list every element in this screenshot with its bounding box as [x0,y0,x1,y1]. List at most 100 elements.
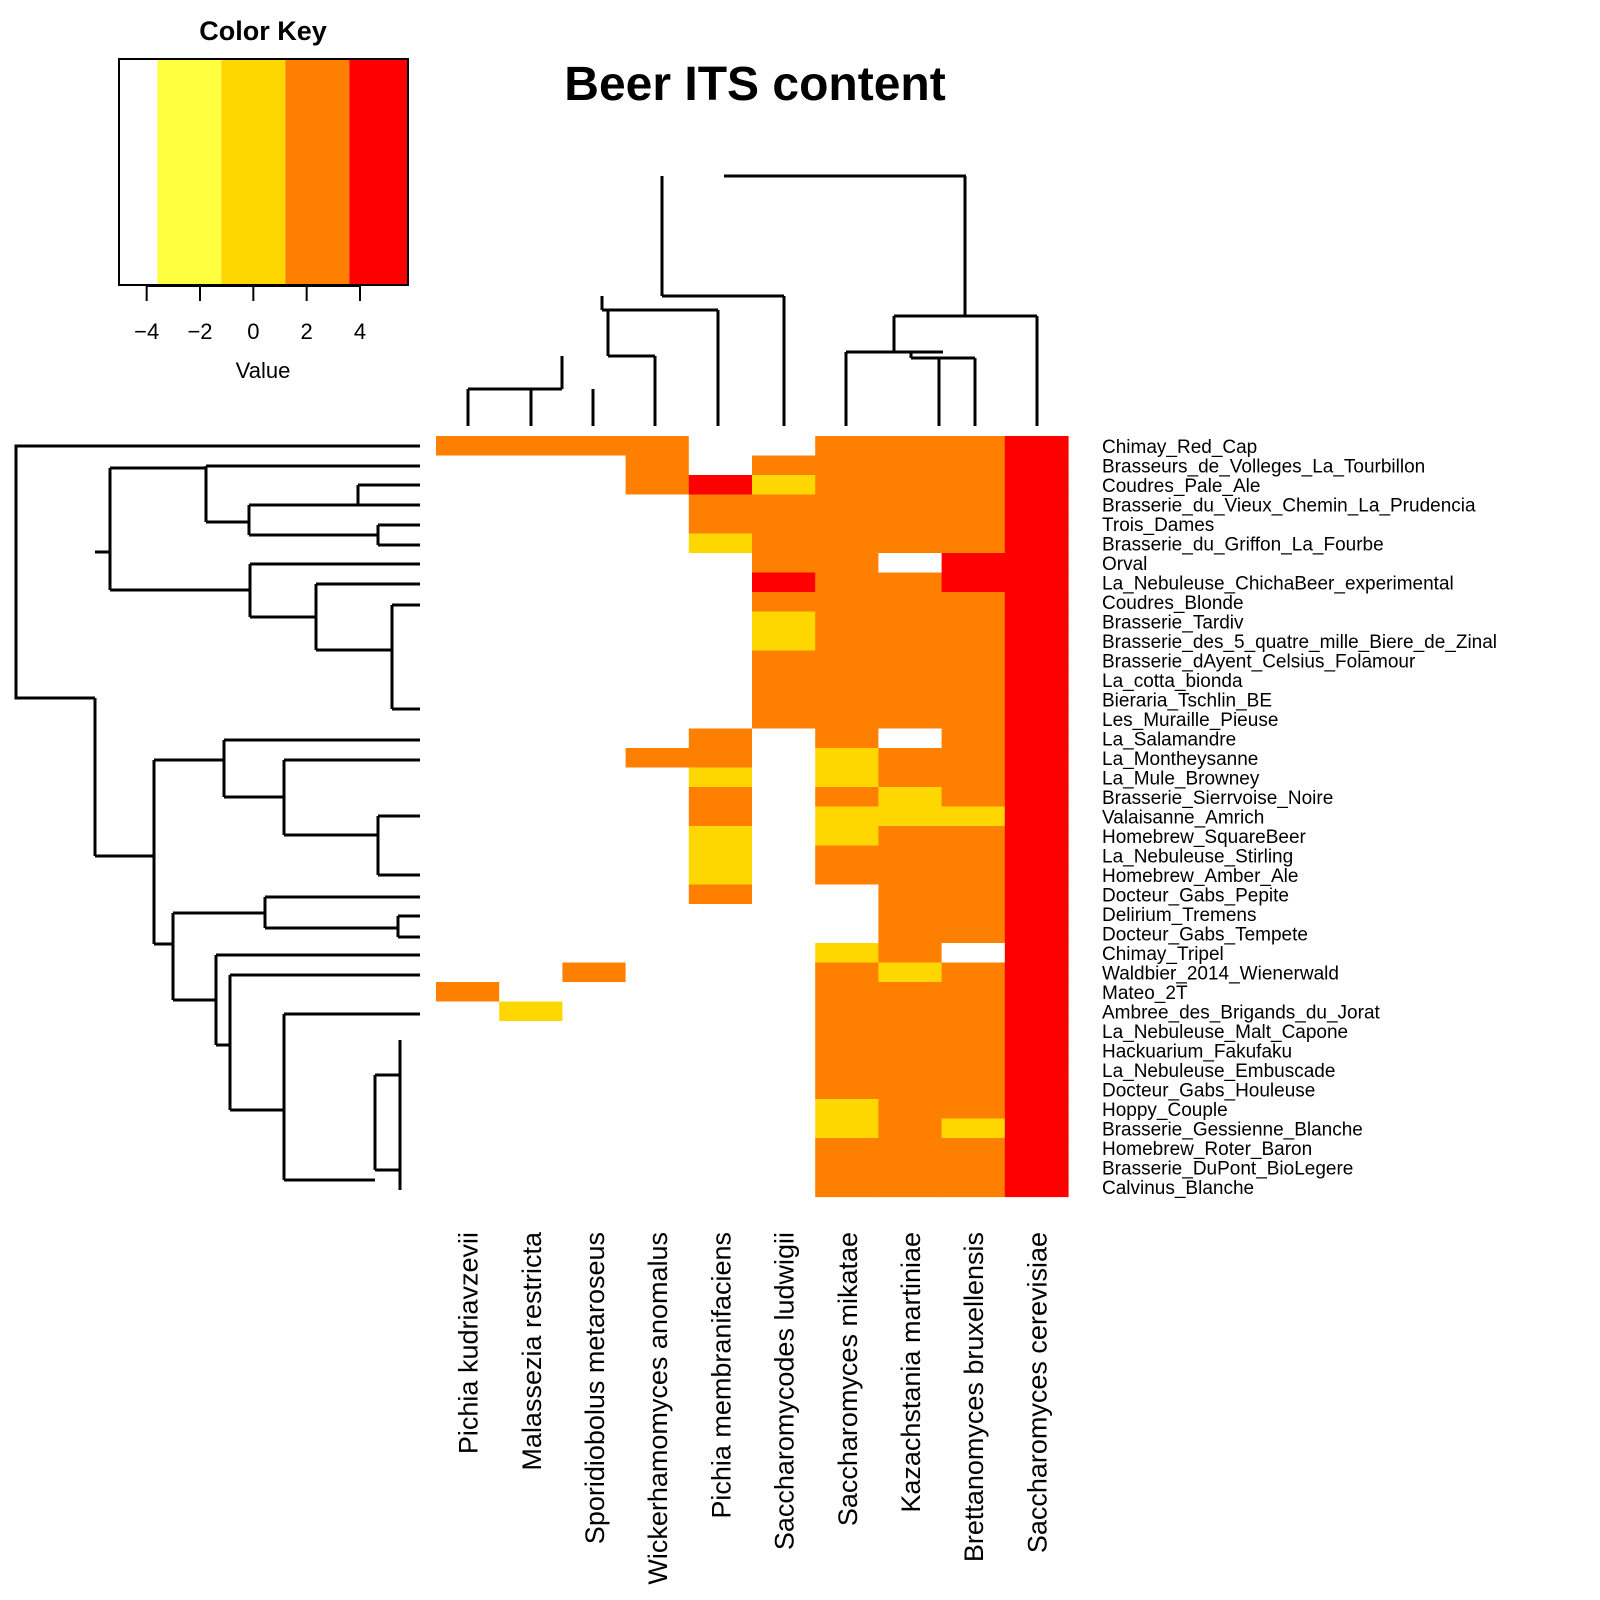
heatmap-cell [1004,455,1069,476]
heatmap-cell [436,1099,500,1120]
heatmap-cell [878,553,943,574]
heatmap-cell [878,787,943,808]
color-key-bin [285,60,350,285]
heatmap-cell [878,1138,943,1159]
heatmap-cell [941,943,1006,964]
heatmap-cell [436,1079,500,1100]
heatmap-cell [752,592,816,613]
heatmap-cells [436,436,1069,1198]
row-label: Coudres_Pale_Ale [1102,476,1260,497]
heatmap-cell [815,709,879,730]
heatmap-cell [499,514,563,535]
heatmap-cell [688,1177,753,1198]
heatmap-cell [499,923,563,944]
heatmap-cell [436,592,500,613]
heatmap-cell [499,884,563,905]
heatmap-cell [562,767,627,788]
heatmap-cell [625,631,690,652]
heatmap-cell [499,670,563,691]
row-label: Docteur_Gabs_Tempete [1102,924,1308,945]
heatmap-cell [499,826,563,847]
row-dendrogram-branches [14,444,420,1190]
heatmap-cell [1004,1060,1069,1081]
heatmap-cell [499,1118,563,1139]
row-label: Chimay_Red_Cap [1102,437,1257,458]
heatmap-cell [815,592,879,613]
row-label: Docteur_Gabs_Pepite [1102,885,1289,906]
heatmap-cell [878,1099,943,1120]
row-label: Brasserie_dAyent_Celsius_Folamour [1102,651,1416,672]
heatmap-cell [941,982,1006,1003]
heatmap-cell [688,767,753,788]
heatmap-cell [941,923,1006,944]
heatmap-cell [752,1060,816,1081]
heatmap-cell [562,884,627,905]
heatmap-cell [752,1118,816,1139]
heatmap-cell [436,533,500,554]
row-label: La_cotta_bionda [1102,671,1243,692]
heatmap-cell [878,455,943,476]
heatmap-cell [562,670,627,691]
color-key-bin [349,60,408,285]
heatmap-cell [436,689,500,710]
heatmap-cell [436,436,500,457]
heatmap-cell [436,1177,500,1198]
heatmap-cell [625,1118,690,1139]
row-label: Coudres_Blonde [1102,593,1244,614]
heatmap-cell [625,728,690,749]
row-label: Homebrew_Roter_Baron [1102,1139,1312,1160]
heatmap-cell [815,631,879,652]
heatmap-cell [436,923,500,944]
column-label: Saccharomyces cerevisiae [1022,1232,1052,1553]
heatmap-cell [752,631,816,652]
heatmap-cell [878,962,943,983]
heatmap-cell [688,943,753,964]
heatmap-cell [941,787,1006,808]
heatmap-cell [499,572,563,593]
heatmap-cell [436,553,500,574]
heatmap-cell [1004,748,1069,769]
heatmap-cell [688,670,753,691]
heatmap-cell [625,767,690,788]
heatmap-cell [688,1157,753,1178]
color-key-tick-label: −4 [134,319,159,344]
row-label: Homebrew_SquareBeer [1102,827,1307,848]
heatmap-cell [1004,826,1069,847]
column-label: Brettanomyces bruxellensis [959,1232,989,1562]
heatmap-cell [878,436,943,457]
heatmap-cell [436,1060,500,1081]
heatmap-cell [815,1099,879,1120]
heatmap-cell [625,494,690,515]
heatmap-cell [562,1021,627,1042]
heatmap-cell [878,1118,943,1139]
heatmap-cell [752,475,816,496]
heatmap-cell [941,650,1006,671]
heatmap-cell [688,826,753,847]
heatmap-cell [688,455,753,476]
heatmap-cell [562,553,627,574]
heatmap-cell [625,943,690,964]
heatmap-cell [941,1040,1006,1061]
heatmap-cell [688,475,753,496]
heatmap-cell [688,1099,753,1120]
heatmap-cell [1004,1177,1069,1198]
heatmap-cell [878,1001,943,1022]
row-label: Brasserie_des_5_quatre_mille_Biere_de_Zi… [1102,632,1497,653]
heatmap-cell [1004,1079,1069,1100]
heatmap-cell [1004,475,1069,496]
heatmap-cell [562,611,627,632]
column-label: Kazachstania martiniae [896,1232,926,1513]
color-key-tick-label: 2 [301,319,313,344]
heatmap-cell [752,1138,816,1159]
heatmap-cell [625,1177,690,1198]
heatmap-cell [1004,923,1069,944]
heatmap-cell [941,572,1006,593]
heatmap-cell [499,748,563,769]
heatmap-cell [688,1040,753,1061]
heatmap-cell [436,1138,500,1159]
heatmap-cell [815,1079,879,1100]
row-label: La_Nebuleuse_Stirling [1102,846,1293,867]
heatmap-cell [878,1177,943,1198]
column-labels: Pichia kudriavzevii Malassezia restricta S… [454,1231,1053,1585]
heatmap-cell [815,1118,879,1139]
